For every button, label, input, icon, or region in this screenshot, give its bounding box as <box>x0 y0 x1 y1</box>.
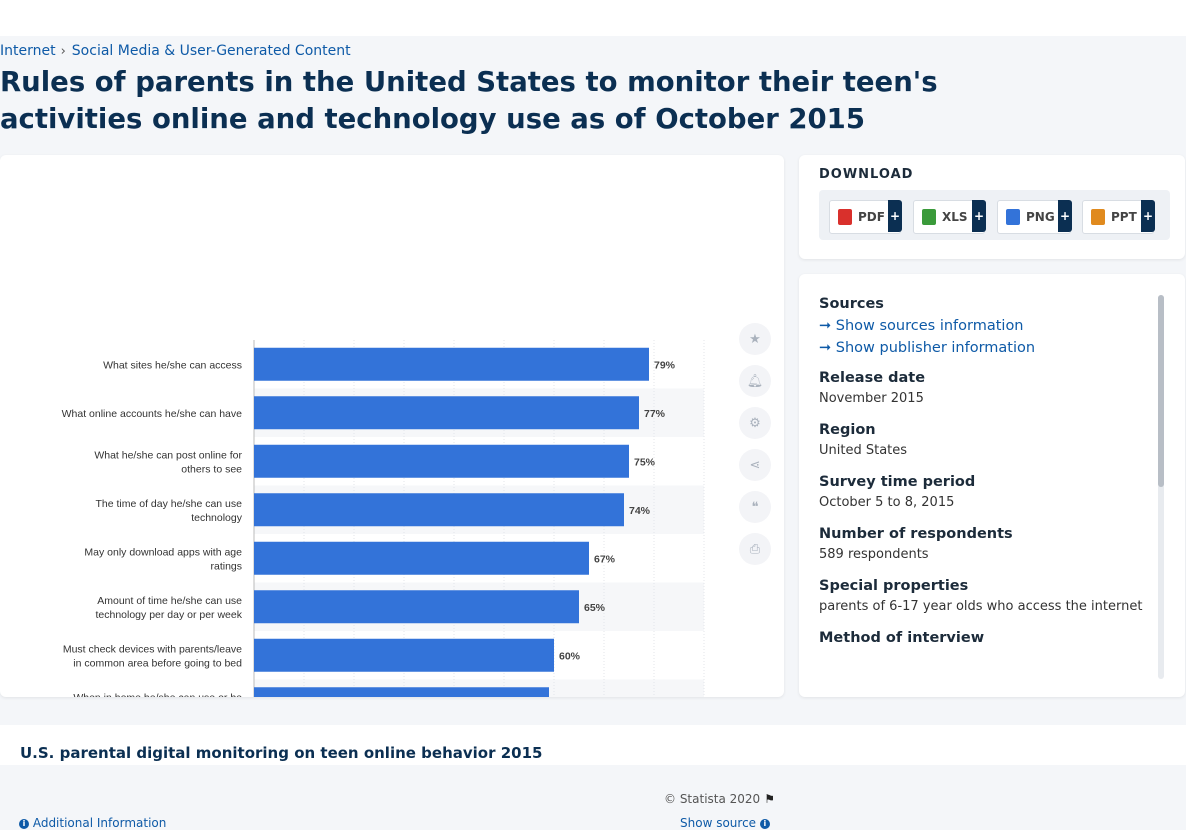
special-properties-value: parents of 6-17 year olds who access the… <box>819 599 1143 614</box>
data-label: 65% <box>584 602 606 614</box>
xls-file-icon <box>922 209 936 225</box>
copyright-text: © Statista 2020 <box>664 792 761 806</box>
special-properties-label: Special properties <box>819 578 969 594</box>
category-label: When in home he/she can use or beonline <box>73 692 242 697</box>
breadcrumb-social-media[interactable]: Social Media & User-Generated Content <box>71 43 351 59</box>
category-label: May only download apps with age ratings <box>84 546 242 572</box>
region-label: Region <box>819 422 876 438</box>
category-label: Must check devices with parents/leave in … <box>63 643 242 669</box>
download-xls-button[interactable]: XLS + <box>913 200 986 234</box>
page-title: Rules of parents in the United States to… <box>0 66 938 135</box>
sources-card: Sources ➞ Show sources information ➞ Sho… <box>799 274 1185 697</box>
sources-scrollbar[interactable] <box>1158 295 1164 679</box>
flag-icon[interactable]: ⚑ <box>764 792 775 806</box>
print-button[interactable]: ⎙ <box>739 533 771 565</box>
bar <box>254 541 589 575</box>
ppt-file-icon <box>1091 209 1105 225</box>
info-icon: i <box>759 818 770 829</box>
release-date-label: Release date <box>819 370 926 386</box>
gear-icon: ⚙ <box>749 415 761 431</box>
info-icon: i <box>19 818 29 829</box>
data-label: 60% <box>559 650 581 662</box>
bar <box>254 444 629 478</box>
sources-heading: Sources <box>819 296 884 312</box>
data-label: 74% <box>629 505 651 517</box>
print-icon: ⎙ <box>749 541 761 557</box>
sources-content: Sources ➞ Show sources information ➞ Sho… <box>819 296 1149 662</box>
respondents-label: Number of respondents <box>819 526 1013 542</box>
sources-scroll-thumb[interactable] <box>1158 295 1164 487</box>
plus-icon: + <box>1058 200 1072 232</box>
show-publisher-label: Show publisher information <box>835 340 1036 356</box>
plus-icon: + <box>1141 200 1155 232</box>
breadcrumb-internet[interactable]: Internet <box>0 43 56 59</box>
survey-period-label: Survey time period <box>819 474 976 490</box>
breadcrumb-separator: › <box>60 44 66 59</box>
chart-toolbar: ★ 🔔︎ ⚙ ⋖ ❝ ⎙ <box>739 323 771 575</box>
top-bar <box>0 0 1186 36</box>
bar <box>254 687 549 697</box>
category-label: What online accounts he/she can have <box>62 408 243 420</box>
download-pdf-label: PDF <box>858 210 885 224</box>
plus-icon: + <box>972 200 986 232</box>
category-label: Amount of time he/she can use technology … <box>95 595 242 621</box>
download-png-button[interactable]: PNG + <box>997 200 1072 234</box>
respondents-value: 589 respondents <box>819 547 929 562</box>
download-title: DOWNLOAD <box>819 167 914 182</box>
category-label: What he/she can post online for others to… <box>94 449 242 475</box>
show-publisher-link[interactable]: ➞ Show publisher information <box>819 340 1149 356</box>
additional-info-label: Additional Information <box>32 816 167 830</box>
download-ppt-button[interactable]: PPT + <box>1082 200 1155 234</box>
download-bar: PDF + XLS + PNG + PPT + <box>819 190 1170 240</box>
additional-info-link[interactable]: i Additional Information <box>19 816 166 830</box>
download-ppt-label: PPT <box>1111 210 1137 224</box>
data-label: 75% <box>634 456 656 468</box>
download-pdf-button[interactable]: PDF + <box>829 200 902 234</box>
star-icon: ★ <box>749 331 761 347</box>
download-png-label: PNG <box>1026 210 1055 224</box>
bar <box>254 638 554 672</box>
chart-card: 0%10%20%30%40%50%60%70%80%90%79%What sit… <box>0 155 784 830</box>
category-label: What sites he/she can access <box>103 359 242 371</box>
show-source-label: Show source <box>680 816 757 830</box>
share-button[interactable]: ⋖ <box>739 449 771 481</box>
pdf-file-icon <box>838 209 852 225</box>
favorite-button[interactable]: ★ <box>739 323 771 355</box>
related-panel: U.S. parental digital monitoring on teen… <box>0 725 1186 765</box>
arrow-right-icon: ➞ <box>819 340 832 356</box>
plus-icon: + <box>888 200 902 232</box>
breadcrumb: Internet › Social Media & User-Generated C… <box>0 43 351 59</box>
survey-period-value: October 5 to 8, 2015 <box>819 495 955 510</box>
region-value: United States <box>819 443 908 458</box>
notification-button[interactable]: 🔔︎ <box>739 365 771 397</box>
data-label: 79% <box>654 359 676 371</box>
interview-method-label: Method of interview <box>819 630 985 646</box>
related-title: U.S. parental digital monitoring on teen… <box>20 744 543 762</box>
arrow-right-icon: ➞ <box>819 318 832 334</box>
bar <box>254 590 579 624</box>
category-label: The time of day he/she can use technology <box>95 498 242 524</box>
data-label: 77% <box>644 408 666 420</box>
png-file-icon <box>1006 209 1020 225</box>
quote-icon: ❝ <box>751 499 759 515</box>
cite-button[interactable]: ❝ <box>739 491 771 523</box>
bar <box>254 396 639 430</box>
show-sources-label: Show sources information <box>835 318 1024 334</box>
download-card: DOWNLOAD PDF + XLS + PNG + PPT + <box>799 155 1185 259</box>
bar-chart: 0%10%20%30%40%50%60%70%80%90%79%What sit… <box>62 340 705 697</box>
data-label: 67% <box>594 553 616 565</box>
chart-copyright: © Statista 2020 ⚑ <box>664 792 775 806</box>
download-xls-label: XLS <box>942 210 968 224</box>
show-sources-link[interactable]: ➞ Show sources information <box>819 318 1149 334</box>
bar <box>254 347 649 381</box>
settings-button[interactable]: ⚙ <box>739 407 771 439</box>
share-icon: ⋖ <box>749 457 761 473</box>
show-source-link[interactable]: Show source i <box>680 816 770 830</box>
bar <box>254 493 624 527</box>
release-date-value: November 2015 <box>819 391 924 406</box>
bell-icon: 🔔︎ <box>746 373 764 389</box>
